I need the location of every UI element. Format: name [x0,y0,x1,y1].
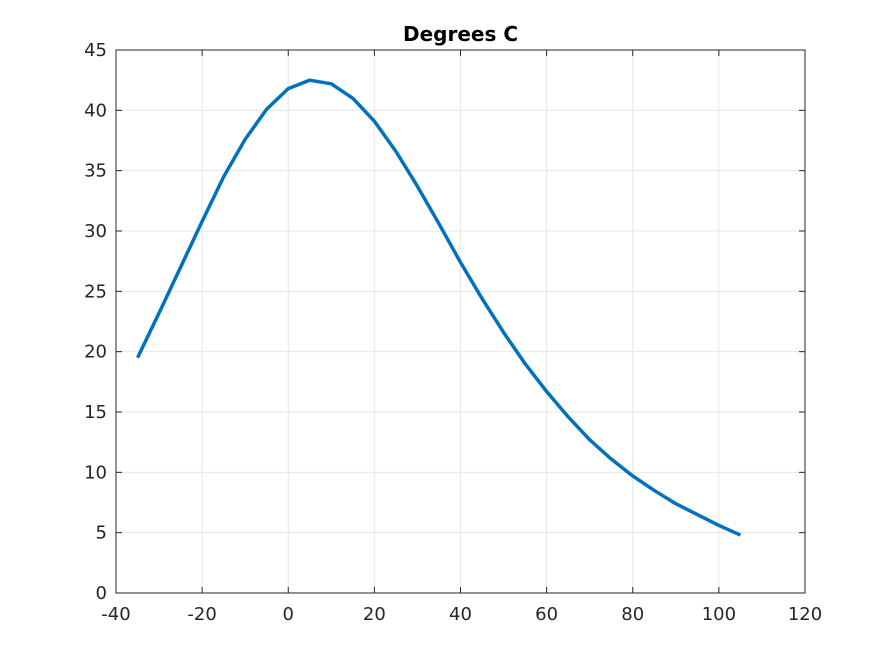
x-tick-label: 40 [449,604,472,625]
x-tick-label: 60 [535,604,558,625]
x-tick-label: 100 [702,604,736,625]
y-tick-label: 0 [96,583,107,604]
chart-title: Degrees C [403,22,518,46]
x-tick-label: -40 [101,604,130,625]
x-axis-ticks: -40 -20 0 20 40 60 80 100 120 [101,50,822,625]
y-tick-label: 20 [84,342,107,363]
y-tick-label: 35 [84,161,107,182]
y-tick-label: 45 [84,40,107,61]
y-tick-label: 25 [84,281,107,302]
x-tick-label: -20 [187,604,216,625]
y-tick-label: 30 [84,221,107,242]
y-tick-label: 10 [84,462,107,483]
y-tick-label: 5 [96,523,107,544]
series-layer [135,78,742,537]
x-tick-label: 20 [363,604,386,625]
y-tick-label: 40 [84,100,107,121]
x-tick-label: 80 [621,604,644,625]
x-tick-label: 0 [283,604,294,625]
y-axis-ticks: 0 5 10 15 20 25 30 35 40 45 [84,40,805,604]
y-tick-label: 15 [84,402,107,423]
x-tick-label: 120 [788,604,822,625]
series-line [135,78,742,537]
grid-lines [115,49,806,594]
